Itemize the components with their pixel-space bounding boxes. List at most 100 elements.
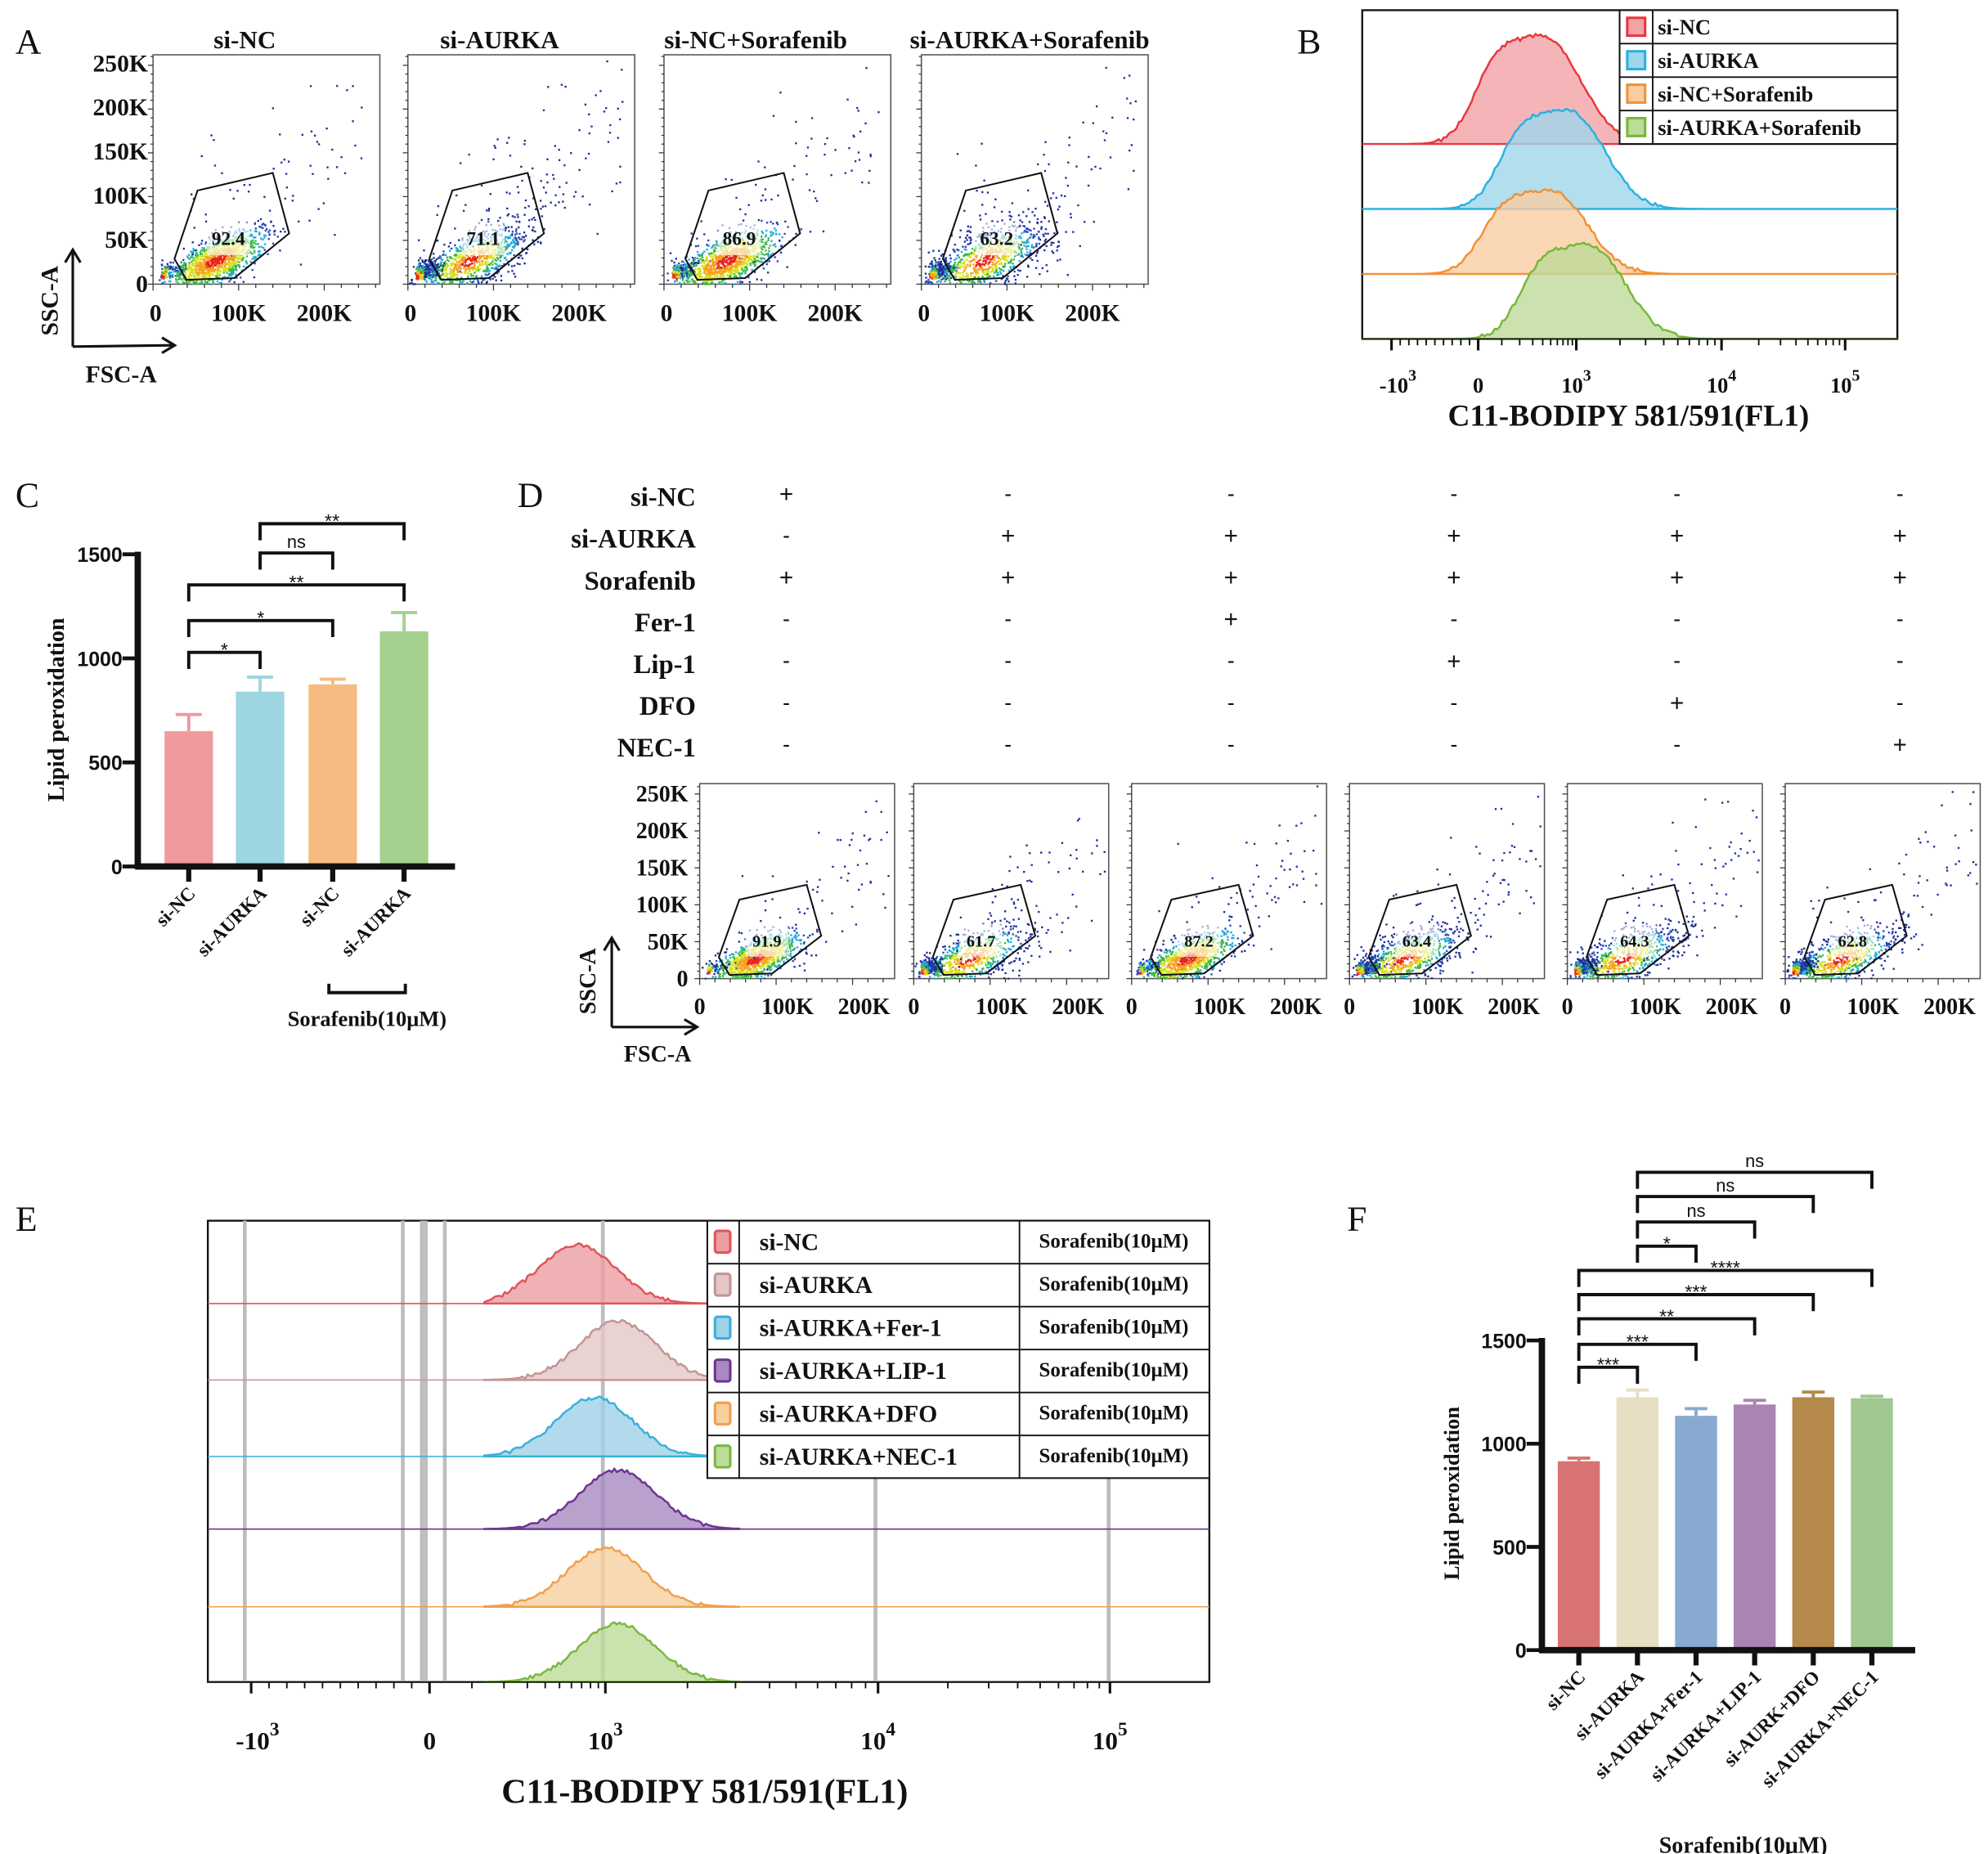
scatter-point	[747, 276, 750, 279]
scatter-point	[1008, 214, 1011, 218]
scatter-point	[514, 276, 517, 278]
scatter-point	[952, 271, 954, 273]
scatter-point	[770, 240, 773, 242]
scatter-point	[958, 236, 962, 239]
scatter-point	[940, 268, 944, 271]
scatter-point	[263, 243, 267, 245]
scatter-point	[476, 260, 479, 263]
scatter-point	[701, 256, 704, 258]
scatter-point	[263, 195, 266, 198]
scatter-point	[487, 221, 490, 223]
scatter-point	[978, 263, 981, 265]
scatter-point	[223, 267, 227, 270]
plot-title: si-NC	[213, 25, 276, 54]
scatter-point	[552, 173, 554, 177]
scatter-point	[741, 263, 743, 266]
scatter-point	[694, 267, 698, 271]
scatter-point	[982, 268, 985, 271]
scatter-point	[455, 279, 458, 282]
scatter-point	[178, 265, 182, 267]
scatter-point	[942, 266, 945, 269]
scatter-point	[937, 272, 940, 274]
scatter-point	[989, 254, 991, 257]
scatter-point	[705, 268, 707, 271]
scatter-point	[507, 237, 509, 240]
scatter-point	[956, 266, 959, 269]
scatter-point	[985, 256, 987, 259]
scatter-point	[425, 265, 429, 267]
scatter-point	[249, 229, 252, 231]
scatter-point	[954, 272, 958, 276]
scatter-point	[716, 276, 718, 279]
scatter-point	[684, 263, 686, 266]
scatter-point	[261, 223, 263, 226]
scatter-point	[430, 275, 433, 278]
scatter-point	[983, 263, 986, 267]
scatter-point	[485, 255, 487, 258]
scatter-point	[846, 98, 849, 101]
scatter-point	[234, 267, 237, 270]
scatter-point	[703, 259, 706, 263]
scatter-point	[483, 278, 486, 281]
scatter-point	[687, 277, 690, 280]
scatter-point	[218, 273, 220, 276]
scatter-point	[462, 257, 465, 260]
scatter-point	[690, 232, 693, 235]
scatter-point	[795, 120, 797, 123]
scatter-point	[518, 256, 521, 259]
scatter-point	[736, 281, 739, 283]
scatter-point	[432, 272, 435, 274]
scatter-point	[822, 230, 825, 233]
scatter-point	[976, 261, 978, 264]
scatter-point	[975, 255, 977, 258]
scatter-point	[747, 259, 749, 262]
scatter-point	[965, 266, 967, 268]
scatter-point	[457, 265, 460, 268]
scatter-point	[500, 265, 504, 267]
scatter-point	[969, 226, 972, 228]
scatter-point	[475, 259, 478, 263]
scatter-point	[474, 257, 477, 260]
scatter-point	[940, 281, 942, 283]
scatter-point	[1036, 259, 1039, 263]
scatter-point	[1034, 214, 1036, 217]
scatter-point	[232, 272, 235, 274]
scatter-point	[439, 255, 442, 258]
scatter-point	[992, 267, 994, 269]
gate-polygon	[428, 172, 545, 281]
scatter-point	[203, 255, 206, 258]
scatter-point	[716, 270, 719, 273]
scatter-point	[677, 275, 680, 278]
scatter-point	[221, 278, 223, 281]
scatter-point	[455, 266, 457, 268]
scatter-point	[806, 173, 808, 176]
scatter-point	[420, 270, 423, 272]
scatter-point	[455, 254, 458, 257]
scatter-point	[450, 268, 453, 271]
scatter-point	[497, 265, 500, 268]
scatter-point	[262, 222, 265, 225]
scatter-point	[480, 260, 483, 263]
plot-title: si-NC+Sorafenib	[664, 25, 847, 54]
scatter-point	[204, 241, 208, 244]
scatter-point	[617, 137, 619, 139]
scatter-point	[739, 263, 742, 265]
scatter-point	[749, 258, 752, 261]
scatter-point	[955, 257, 958, 260]
scatter-point	[411, 281, 413, 284]
scatter-point	[761, 260, 763, 263]
scatter-point	[1029, 249, 1032, 252]
scatter-point	[218, 282, 221, 285]
scatter-point	[236, 269, 238, 272]
scatter-point	[231, 261, 234, 263]
scatter-point	[964, 264, 967, 267]
scatter-point	[969, 236, 972, 239]
scatter-point	[222, 272, 225, 274]
scatter-point	[532, 229, 534, 232]
scatter-point	[505, 248, 508, 251]
scatter-point	[203, 269, 205, 272]
scatter-point	[167, 265, 169, 267]
scatter-point	[774, 243, 776, 245]
scatter-point	[494, 263, 496, 265]
scatter-point	[1043, 154, 1045, 156]
